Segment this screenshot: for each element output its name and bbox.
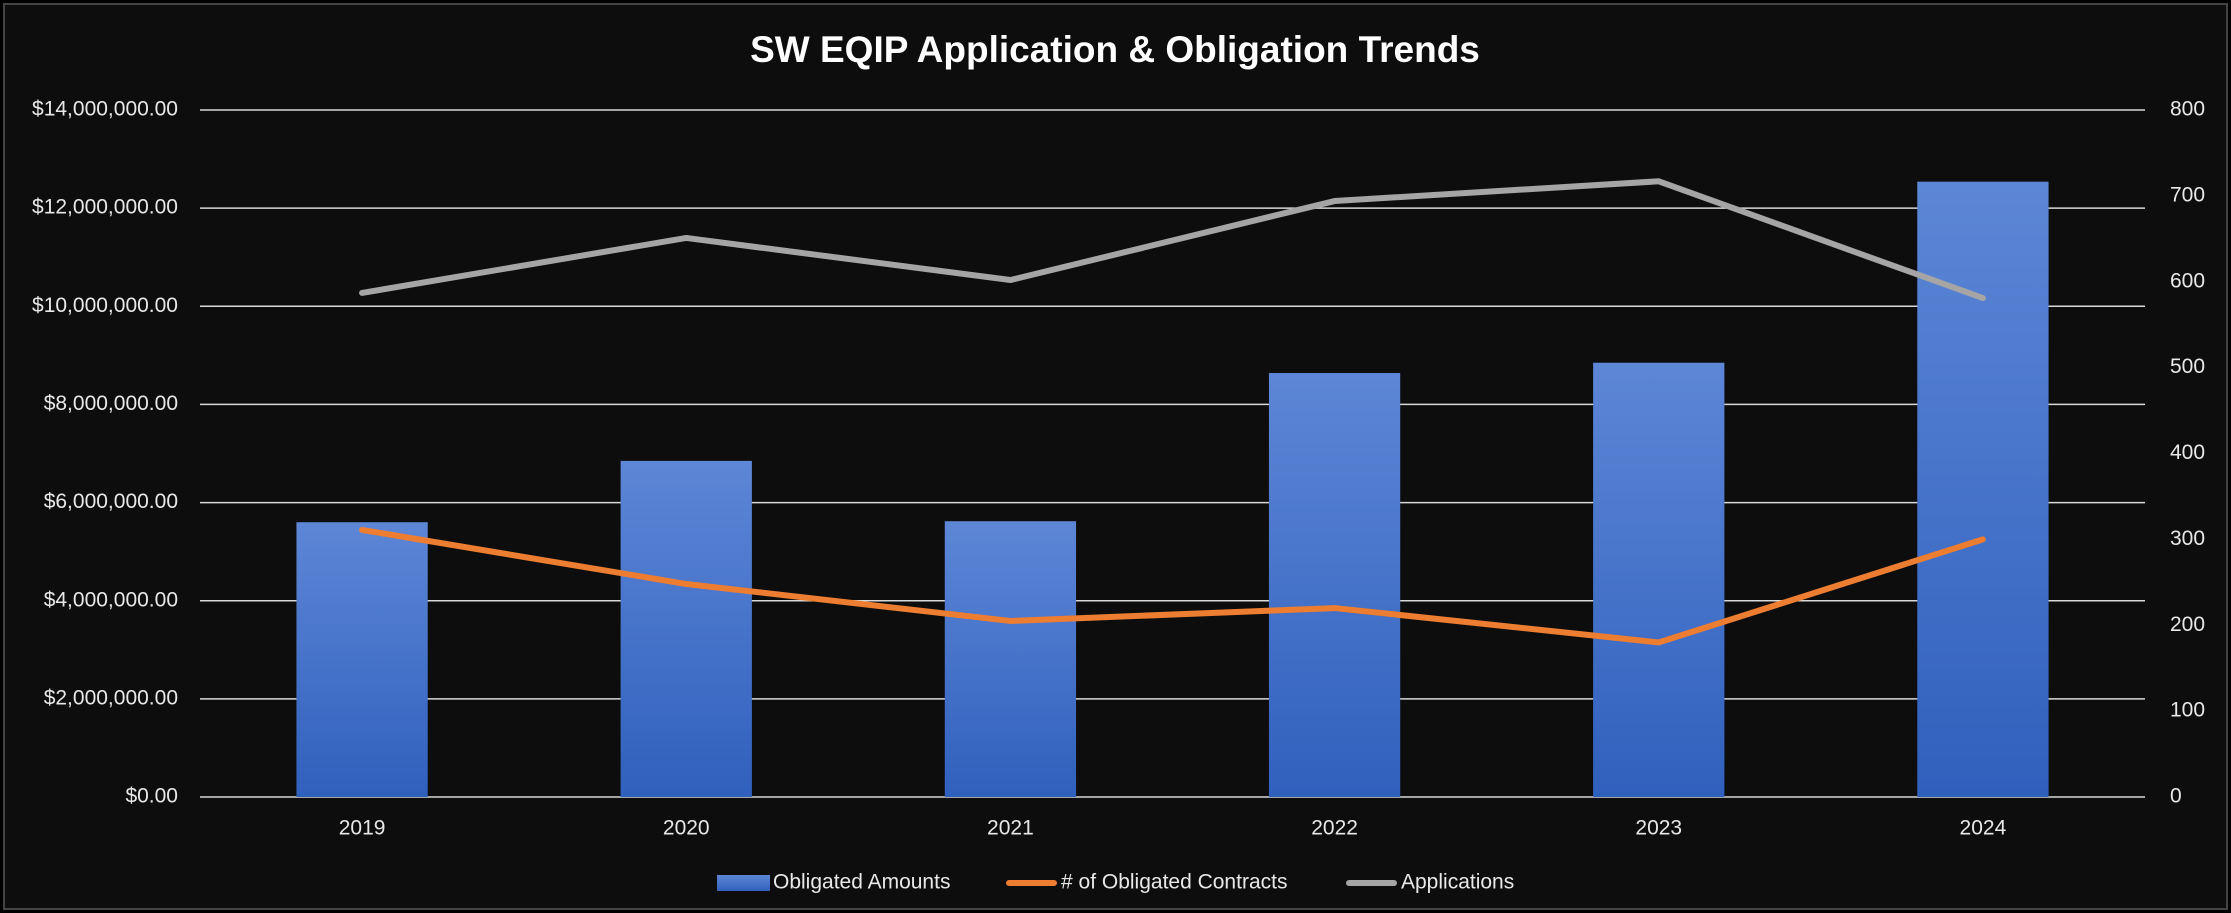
y-tick-label: $6,000,000.00 bbox=[44, 490, 178, 513]
y-tick-label: $4,000,000.00 bbox=[44, 588, 178, 611]
y-tick-label: $12,000,000.00 bbox=[32, 196, 178, 219]
x-tick-label: 2020 bbox=[663, 817, 710, 840]
bar bbox=[620, 460, 752, 797]
y-tick-label: $8,000,000.00 bbox=[44, 392, 178, 415]
y2-tick-label: 200 bbox=[2170, 613, 2205, 636]
y2-tick-label: 500 bbox=[2170, 355, 2205, 378]
bar bbox=[1917, 181, 2049, 797]
x-tick-label: 2019 bbox=[339, 817, 386, 840]
x-tick-label: 2023 bbox=[1635, 817, 1682, 840]
bar bbox=[944, 521, 1077, 797]
legend-label: # of Obligated Contracts bbox=[1061, 871, 1287, 894]
legend-label: Obligated Amounts bbox=[773, 871, 950, 894]
line bbox=[359, 178, 1986, 302]
y2-tick-label: 400 bbox=[2170, 441, 2205, 464]
bar bbox=[1268, 373, 1401, 797]
y2-tick-label: 600 bbox=[2170, 269, 2205, 292]
x-tick-label: 2021 bbox=[987, 817, 1034, 840]
y2-tick-label: 0 bbox=[2170, 785, 2182, 808]
y2-tick-label: 100 bbox=[2170, 699, 2205, 722]
y2-tick-label: 800 bbox=[2170, 98, 2205, 121]
x-tick-label: 2022 bbox=[1311, 817, 1358, 840]
y-tick-label: $0.00 bbox=[125, 785, 178, 808]
y-tick-label: $14,000,000.00 bbox=[32, 98, 178, 121]
legend-swatch bbox=[717, 875, 770, 891]
y2-tick-label: 700 bbox=[2170, 183, 2205, 206]
y2-tick-label: 300 bbox=[2170, 527, 2205, 550]
bar bbox=[1593, 362, 1725, 797]
y-tick-label: $2,000,000.00 bbox=[44, 686, 178, 709]
y-tick-label: $10,000,000.00 bbox=[32, 294, 178, 317]
chart-title: SW EQIP Application & Obligation Trends bbox=[750, 29, 1480, 70]
x-tick-label: 2024 bbox=[1960, 817, 2007, 840]
bar bbox=[296, 522, 428, 797]
legend-label: Applications bbox=[1401, 871, 1514, 894]
line bbox=[359, 526, 1986, 646]
